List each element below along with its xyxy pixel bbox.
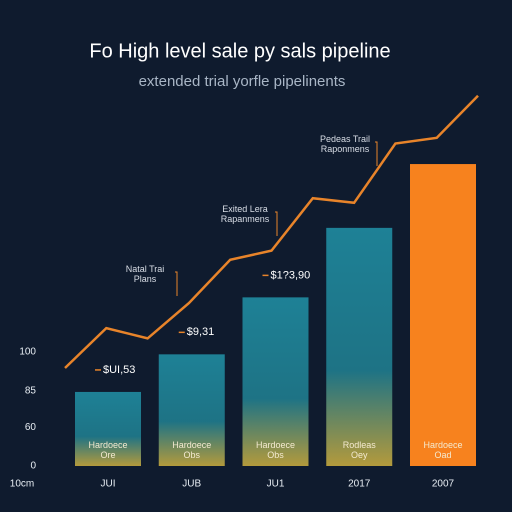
x-tick-label: JU1 — [267, 479, 285, 490]
trend-line — [64, 94, 479, 369]
bar — [326, 227, 393, 466]
annotation: Exited Lera Rapanmens — [221, 204, 270, 224]
bar — [75, 391, 141, 466]
data-label: $UI,53 — [103, 364, 135, 376]
x-tick-label: JUI — [101, 479, 116, 490]
bar-label: Rodleas Oey — [343, 440, 377, 460]
annotation-leader — [375, 141, 378, 166]
bar-label: Hardoece Oad — [423, 440, 462, 460]
y-tick-label: 60 — [25, 422, 37, 433]
bar — [410, 164, 476, 466]
chart-subtitle: extended trial yorfle pipelinents — [139, 73, 346, 90]
y-tick-label: 100 — [19, 347, 36, 358]
data-label: $1?3,90 — [271, 269, 311, 281]
x-tick-label: 2017 — [348, 479, 371, 490]
x-tick-label: JUB — [182, 479, 201, 490]
data-label: $9,31 — [187, 326, 215, 338]
annotation: Pedeas Trail Raponmens — [320, 134, 370, 154]
y-tick-label: 0 — [30, 461, 36, 472]
annotation: Natal Trai Plans — [126, 264, 165, 284]
bar-label: Hardoece Obs — [256, 440, 295, 460]
chart-title: Fo High level sale py sals pipeline — [89, 40, 390, 62]
annotation-leader — [175, 271, 178, 296]
axis-label: 10cm — [10, 479, 34, 490]
bar — [158, 354, 225, 466]
y-tick-label: 85 — [25, 385, 37, 396]
x-tick-label: 2007 — [432, 479, 455, 490]
bar — [242, 297, 309, 466]
bar-label: Hardoece Obs — [172, 440, 211, 460]
annotation-leader — [275, 211, 278, 236]
bar-label: Hardoece Ore — [88, 440, 127, 460]
